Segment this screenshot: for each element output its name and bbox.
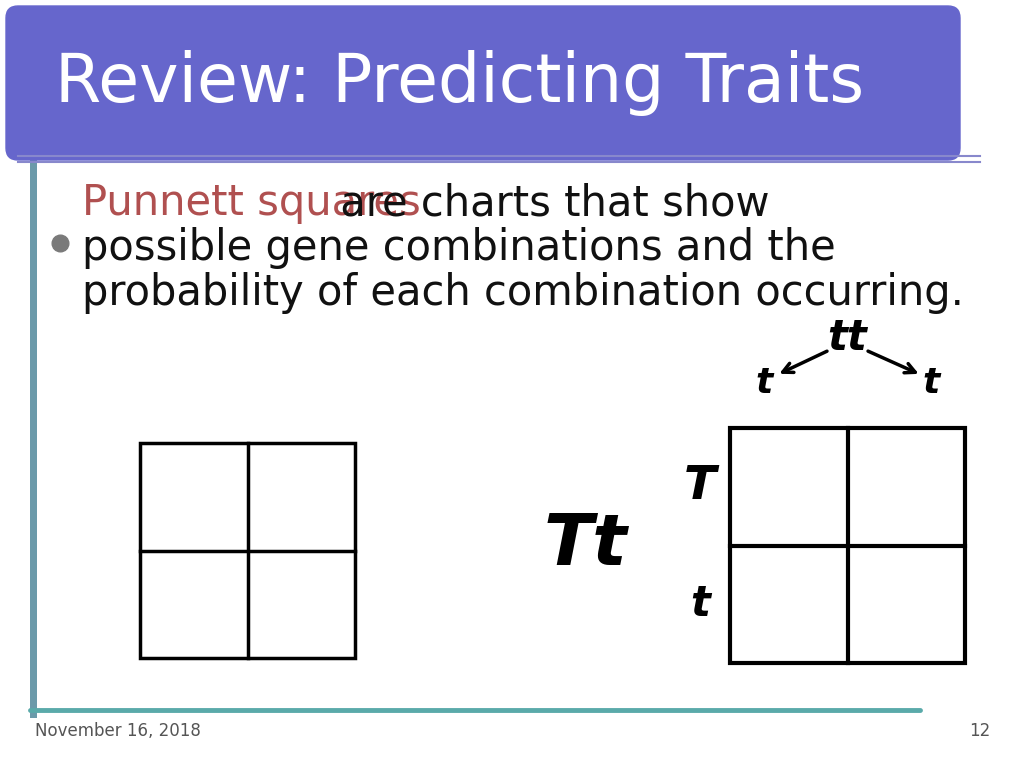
Text: Review: Predicting Traits: Review: Predicting Traits <box>55 50 864 116</box>
Bar <box>140 443 355 658</box>
Text: 12: 12 <box>969 722 990 740</box>
FancyBboxPatch shape <box>6 6 961 160</box>
Text: probability of each combination occurring.: probability of each combination occurrin… <box>82 272 964 314</box>
Text: Tt: Tt <box>543 511 627 580</box>
Text: T: T <box>684 464 716 509</box>
Bar <box>730 428 965 663</box>
Text: t: t <box>923 366 940 400</box>
Text: tt: tt <box>827 317 867 359</box>
Text: November 16, 2018: November 16, 2018 <box>35 722 201 740</box>
Bar <box>30 158 37 718</box>
Text: t: t <box>755 366 772 400</box>
Text: t: t <box>690 583 710 625</box>
Text: Punnett squares: Punnett squares <box>82 182 421 224</box>
Text: are charts that show: are charts that show <box>327 182 769 224</box>
Text: possible gene combinations and the: possible gene combinations and the <box>82 227 836 269</box>
